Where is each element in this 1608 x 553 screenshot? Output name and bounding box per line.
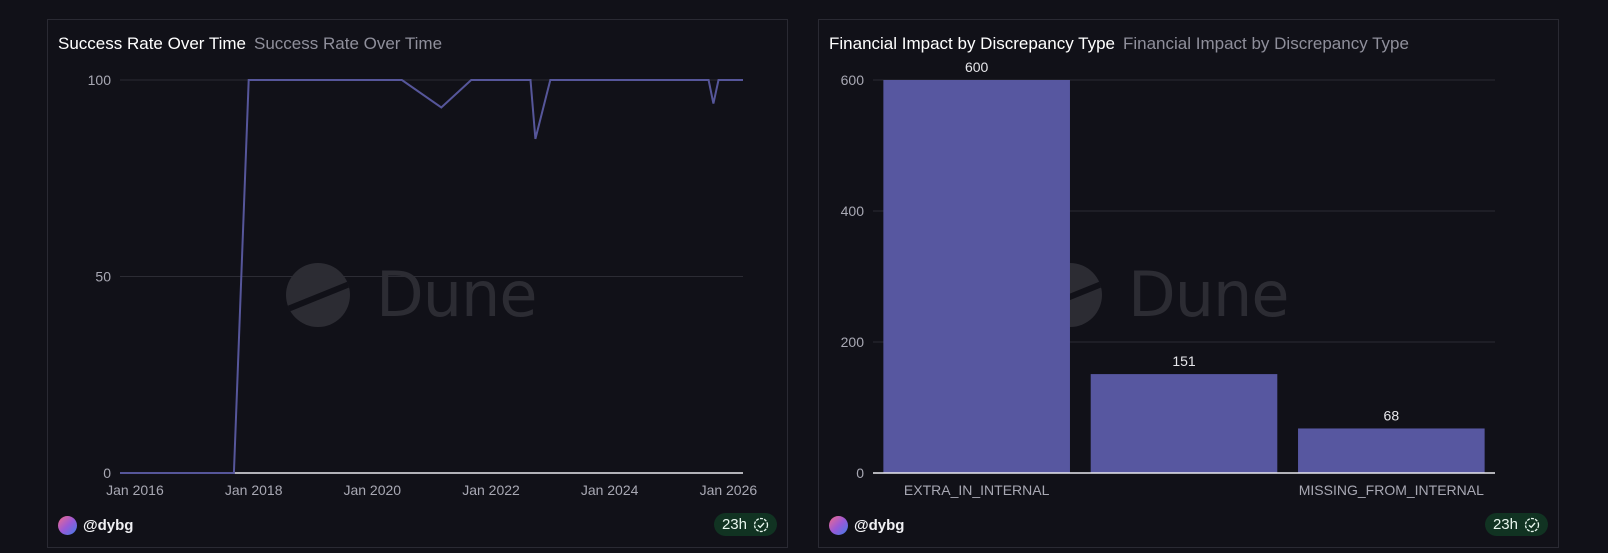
author-name: @dybg [854,517,905,534]
bar [883,80,1070,473]
data-label: 151 [1172,353,1196,369]
check-badge-icon [753,517,769,532]
bar [1090,374,1278,473]
author-name: @dybg [83,517,134,534]
y-tick-label: 0 [103,465,111,481]
author[interactable]: @dybg [58,516,133,535]
chart-title-sub: Financial Impact by Discrepancy Type [1122,34,1409,53]
x-tick-label: Jan 2024 [581,482,639,498]
chart-title-sub: Success Rate Over Time [254,34,443,53]
chart-title: Financial Impact by Discrepancy Type Fina… [829,34,1409,54]
line-chart-panel: Success Rate Over Time Success Rate Over … [47,19,788,548]
chart-title-main: Success Rate Over Time [58,34,247,53]
y-tick-label: 600 [841,72,865,88]
bar-chart: 0 200 400 600 600 EXTRA_IN_INTERNAL 151 68 MISSI… [841,59,1495,498]
x-tick-label: MISSING_FROM_INTERNAL [1299,482,1484,498]
bar-chart-panel: Financial Impact by Discrepancy Type Fina… [818,19,1559,548]
refresh-badge[interactable]: 23h [1484,513,1548,536]
chart-title: Success Rate Over Time Success Rate Over … [58,34,442,54]
y-tick-label: 50 [95,269,111,285]
x-tick-label: Jan 2022 [462,482,520,498]
data-label: 68 [1384,407,1400,423]
refresh-age: 23h [721,516,747,533]
x-tick-label: Jan 2020 [343,482,401,498]
chart-title-main: Financial Impact by Discrepancy Type [829,34,1115,53]
line-chart: 0 50 100 Jan 2016 Jan 2018 Jan 2020 Jan 2022 Ja… [88,72,758,498]
data-label: 600 [965,59,989,75]
y-tick-label: 0 [856,465,864,481]
author[interactable]: @dybg [829,516,904,535]
series-line [120,79,743,474]
x-tick-label: Jan 2016 [106,482,164,498]
x-tick-label: Jan 2026 [700,482,758,498]
y-tick-label: 100 [88,72,112,88]
y-tick-label: 200 [841,334,865,350]
bar [1298,428,1485,473]
x-tick-label: Jan 2018 [225,482,283,498]
y-tick-label: 400 [841,203,865,219]
refresh-age: 23h [1492,516,1518,533]
avatar [58,516,77,535]
avatar [829,516,848,535]
x-tick-label: EXTRA_IN_INTERNAL [904,482,1050,498]
refresh-badge[interactable]: 23h [713,513,777,536]
check-badge-icon [1524,517,1540,532]
